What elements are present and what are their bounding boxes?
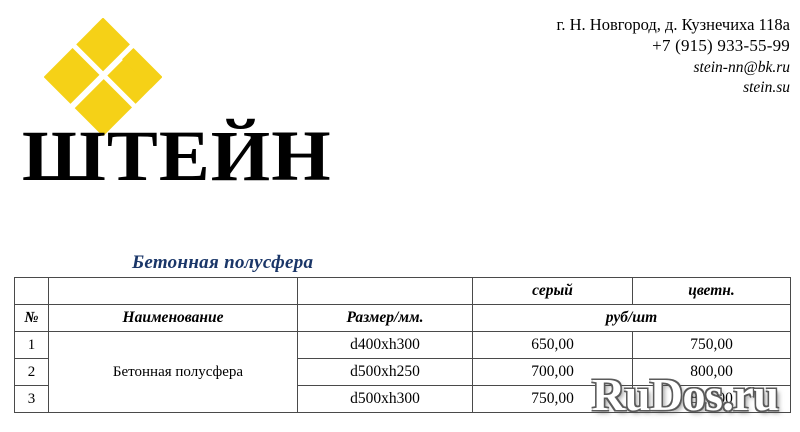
cell-price-color: 750,00 bbox=[632, 331, 791, 359]
spacer-cell bbox=[14, 277, 49, 305]
cell-price-gray: 750,00 bbox=[472, 385, 633, 413]
table-row: 1 Бетонная полусфера d400xh300 650,00 75… bbox=[14, 331, 791, 413]
header-color: цветн. bbox=[632, 277, 791, 305]
spacer-cell bbox=[48, 277, 298, 305]
email-line: stein-nn@bk.ru bbox=[693, 58, 790, 76]
header-contact-block: г. Н. Новгород, д. Кузнечиха 118а +7 (91… bbox=[430, 14, 790, 98]
website-line: stein.su bbox=[743, 78, 790, 96]
cell-size: d500xh300 bbox=[297, 385, 473, 413]
cell-price-color: 850,00 bbox=[632, 385, 791, 413]
table-row: 2 d500xh250 700,00 800,00 bbox=[14, 358, 791, 386]
cell-price-gray: 650,00 bbox=[472, 331, 633, 359]
header-unit: руб/шт bbox=[472, 304, 791, 332]
section-title: Бетонная полусфера bbox=[132, 252, 314, 273]
cell-num: 3 bbox=[14, 385, 49, 413]
cell-num: 1 bbox=[14, 331, 49, 359]
header-name: Наименование bbox=[48, 304, 298, 332]
logo-wordmark: ШТЕЙН bbox=[22, 116, 332, 196]
address-line: г. Н. Новгород, д. Кузнечиха 118а bbox=[556, 15, 790, 34]
cell-num: 2 bbox=[14, 358, 49, 386]
header-num: № bbox=[14, 304, 49, 332]
table-row: 3 d500xh300 750,00 850,00 bbox=[14, 385, 791, 413]
header-gray: серый bbox=[472, 277, 633, 305]
table-row-column-header: № Наименование Размер/мм. руб/шт bbox=[14, 304, 791, 332]
cell-size: d500xh250 bbox=[297, 358, 473, 386]
header-size: Размер/мм. bbox=[297, 304, 473, 332]
phone-line: +7 (915) 933-55-99 bbox=[652, 36, 790, 56]
cell-size: d400xh300 bbox=[297, 331, 473, 359]
cell-price-gray: 700,00 bbox=[472, 358, 633, 386]
price-table: серый цветн. № Наименование Размер/мм. р… bbox=[14, 277, 791, 413]
cell-product-name: Бетонная полусфера bbox=[48, 331, 298, 413]
cell-price-color: 800,00 bbox=[632, 358, 791, 386]
company-logo: ШТЕЙН bbox=[14, 12, 331, 192]
price-table-container: серый цветн. № Наименование Размер/мм. р… bbox=[14, 277, 791, 413]
table-row-group-header: серый цветн. bbox=[14, 277, 791, 305]
spacer-cell bbox=[297, 277, 473, 305]
yellow-brick-diamond-logo-icon bbox=[44, 18, 162, 136]
